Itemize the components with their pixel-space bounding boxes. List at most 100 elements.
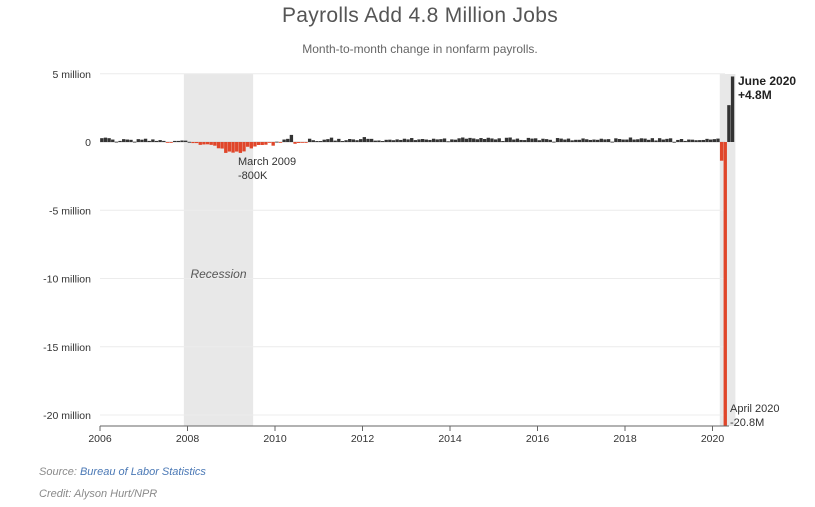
bar — [435, 139, 439, 142]
bar — [118, 140, 122, 142]
bar — [406, 139, 410, 142]
bar — [453, 139, 458, 142]
bar — [672, 141, 676, 143]
bar — [508, 137, 512, 142]
bar — [256, 142, 261, 146]
bar — [683, 140, 687, 142]
x-tick-label: 2016 — [526, 433, 550, 445]
bar — [599, 138, 603, 142]
bar — [176, 140, 181, 142]
x-tick-label: 2020 — [701, 433, 725, 445]
bar — [245, 142, 250, 147]
bar — [559, 138, 563, 142]
bar — [194, 142, 199, 144]
bar — [140, 139, 144, 142]
source-prefix: Source: — [39, 466, 80, 478]
bar — [103, 137, 108, 142]
bar — [727, 105, 731, 142]
bar — [132, 141, 137, 143]
bar — [636, 139, 640, 142]
bar — [592, 139, 596, 142]
bar — [654, 140, 658, 142]
bar — [377, 140, 381, 142]
bar — [588, 139, 593, 142]
x-tick-label: 2012 — [351, 433, 375, 445]
bar — [278, 142, 283, 143]
bar — [450, 139, 454, 142]
bar — [373, 140, 377, 142]
bar — [424, 139, 428, 142]
y-tick-label: -20 million — [43, 410, 91, 422]
bar — [595, 139, 600, 142]
bar — [698, 140, 702, 142]
bar — [267, 142, 272, 143]
bar — [216, 142, 221, 149]
bar — [399, 139, 403, 142]
source-line: Source: Bureau of Labor Statistics — [39, 466, 206, 478]
bar — [581, 138, 585, 142]
bar — [275, 141, 279, 143]
bar — [187, 141, 191, 143]
bar — [461, 137, 465, 142]
x-tick-label: 2008 — [176, 433, 200, 445]
bar — [417, 139, 421, 142]
bar — [242, 142, 246, 152]
bar — [329, 137, 334, 142]
bar — [413, 140, 418, 142]
bar — [486, 137, 490, 142]
bar — [479, 138, 483, 142]
y-tick-label: -10 million — [43, 274, 91, 286]
source-link[interactable]: Bureau of Labor Statistics — [79, 466, 206, 478]
bar — [625, 139, 629, 142]
bar — [391, 140, 396, 142]
bar — [238, 142, 243, 153]
bar — [428, 139, 432, 142]
bar — [136, 139, 140, 142]
bar — [617, 138, 622, 142]
annotation-april-2020-label: April 2020 — [730, 403, 780, 415]
bar — [705, 138, 709, 142]
bar — [271, 142, 275, 146]
bar — [668, 138, 673, 142]
bar — [614, 138, 618, 142]
chart-title: Payrolls Add 4.8 Million Jobs — [282, 4, 558, 27]
x-tick-label: 2014 — [438, 433, 462, 445]
bar — [340, 141, 345, 142]
bar — [544, 139, 549, 142]
bar — [125, 139, 130, 142]
bar — [490, 138, 494, 142]
bar — [344, 140, 348, 142]
chart-subtitle: Month-to-month change in nonfarm payroll… — [302, 42, 538, 56]
bar — [690, 139, 695, 142]
bar — [235, 142, 239, 152]
bar — [694, 140, 698, 142]
credit-line: Credit: Alyson Hurt/NPR — [39, 488, 158, 500]
x-tick-label: 2018 — [613, 433, 637, 445]
bar — [603, 139, 607, 142]
bar — [723, 142, 727, 426]
bar — [227, 142, 232, 152]
y-tick-label: -5 million — [49, 205, 91, 217]
bar — [541, 138, 545, 142]
bar — [552, 141, 556, 143]
bar — [362, 137, 366, 142]
bar — [716, 138, 720, 142]
bar — [202, 142, 206, 145]
bar — [501, 141, 505, 142]
bar — [439, 139, 443, 142]
bar — [464, 138, 469, 142]
bar — [304, 142, 308, 143]
bar — [563, 139, 567, 142]
bar — [610, 141, 614, 143]
bar — [515, 138, 520, 142]
bar — [446, 141, 450, 143]
bar — [129, 139, 133, 142]
bar — [184, 140, 188, 142]
bar — [114, 141, 119, 143]
bar — [606, 139, 611, 142]
bar — [526, 137, 531, 142]
bar — [169, 142, 173, 143]
bar — [519, 139, 523, 142]
annotation-march-2009-label: March 2009 — [238, 156, 296, 168]
bar — [154, 140, 159, 142]
